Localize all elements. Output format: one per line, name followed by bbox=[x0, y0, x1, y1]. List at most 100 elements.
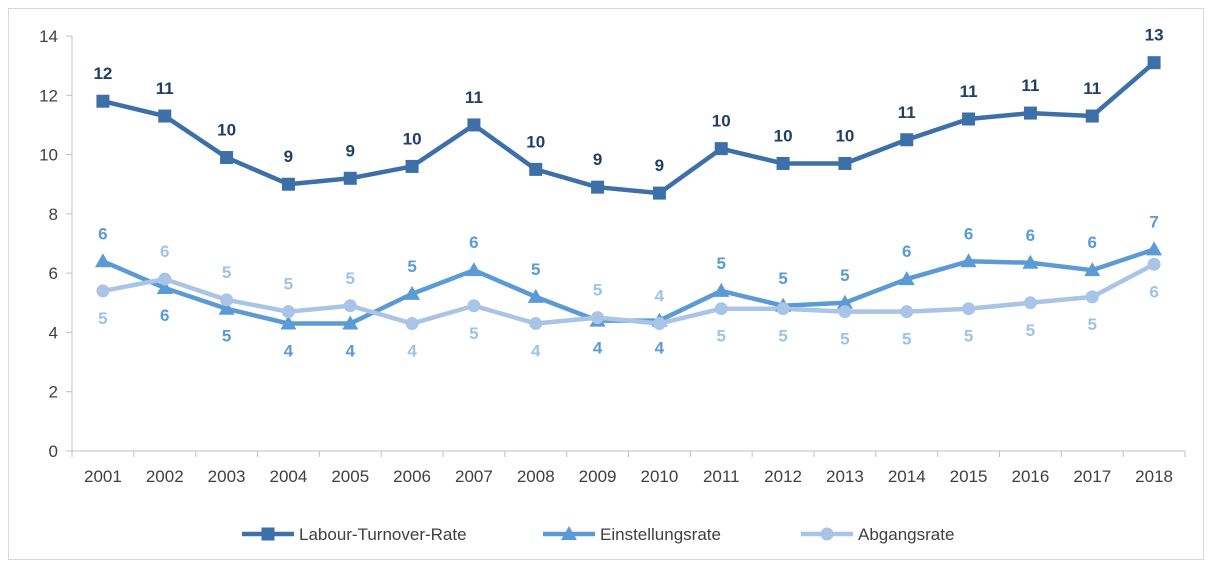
chart-legend: Labour-Turnover-Rate Einstellungsrate Abga… bbox=[242, 525, 954, 544]
x-tick-label: 2018 bbox=[1135, 467, 1173, 486]
data-label-abgangsrate: 5 bbox=[840, 330, 849, 349]
data-label-abgangsrate: 5 bbox=[284, 275, 293, 294]
data-label-einstellungsrate: 4 bbox=[346, 342, 356, 361]
data-label-labour-turnover-rate: 10 bbox=[526, 132, 545, 151]
data-label-abgangsrate: 4 bbox=[531, 342, 541, 361]
point-einstellungsrate bbox=[713, 282, 730, 297]
data-label-einstellungsrate: 5 bbox=[222, 327, 231, 346]
point-labour-turnover-rate bbox=[1085, 109, 1099, 123]
data-label-einstellungsrate: 4 bbox=[655, 339, 665, 358]
point-labour-turnover-rate bbox=[838, 156, 852, 170]
x-tick-label: 2013 bbox=[826, 467, 864, 486]
data-label-abgangsrate: 5 bbox=[902, 330, 911, 349]
data-label-abgangsrate: 6 bbox=[160, 242, 169, 261]
y-tick-label: 6 bbox=[49, 264, 58, 283]
x-tick-label: 2015 bbox=[950, 467, 988, 486]
point-abgangsrate bbox=[591, 311, 605, 325]
x-tick-label: 2007 bbox=[455, 467, 493, 486]
point-abgangsrate bbox=[529, 317, 543, 331]
x-tick-label: 2009 bbox=[579, 467, 617, 486]
point-einstellungsrate bbox=[280, 315, 297, 330]
data-labels: 12 11 10 9 9 10 11 10 9 9 10 10 10 11 11 11 11 13 6 6 5 4 4 5 6 5… bbox=[93, 26, 1163, 361]
point-labour-turnover-rate bbox=[591, 180, 605, 194]
series-line-einstellungsrate bbox=[100, 247, 1157, 326]
chart-axes: 0 2 4 6 8 10 12 14 2001 2002 2003 2004 2005 2006 2007 2… bbox=[39, 27, 1186, 486]
data-label-abgangsrate: 5 bbox=[593, 281, 602, 300]
y-tick-label: 12 bbox=[39, 86, 58, 105]
data-label-abgangsrate: 5 bbox=[1088, 315, 1097, 334]
data-label-abgangsrate: 5 bbox=[1026, 321, 1035, 340]
data-label-abgangsrate: 5 bbox=[222, 263, 231, 282]
point-labour-turnover-rate bbox=[281, 177, 295, 191]
x-tick-label: 2017 bbox=[1073, 467, 1111, 486]
point-abgangsrate bbox=[1023, 296, 1037, 310]
point-abgangsrate bbox=[220, 293, 234, 307]
data-label-abgangsrate: 6 bbox=[1149, 282, 1158, 301]
point-abgangsrate bbox=[467, 299, 481, 313]
point-labour-turnover-rate bbox=[405, 159, 419, 173]
data-label-labour-turnover-rate: 11 bbox=[465, 88, 483, 107]
data-label-labour-turnover-rate: 10 bbox=[774, 126, 793, 145]
point-einstellungsrate bbox=[898, 271, 915, 286]
y-tick-label: 4 bbox=[49, 323, 58, 342]
data-label-einstellungsrate: 6 bbox=[98, 224, 107, 243]
legend-marker-abgangsrate bbox=[820, 527, 834, 541]
data-label-abgangsrate: 5 bbox=[717, 327, 726, 346]
y-tick-label: 14 bbox=[39, 27, 58, 46]
y-tick-label: 2 bbox=[49, 383, 58, 402]
x-tick-label: 2014 bbox=[888, 467, 926, 486]
x-tick-label: 2001 bbox=[84, 467, 122, 486]
legend-label-abgangsrate: Abgangsrate bbox=[858, 525, 954, 544]
point-labour-turnover-rate bbox=[467, 118, 481, 132]
series-line-abgangsrate bbox=[100, 262, 1157, 326]
point-labour-turnover-rate bbox=[1023, 106, 1037, 120]
point-einstellungsrate bbox=[1022, 254, 1039, 269]
y-tick-label: 10 bbox=[39, 146, 58, 165]
point-einstellungsrate bbox=[1084, 262, 1101, 277]
data-label-abgangsrate: 5 bbox=[964, 327, 973, 346]
point-einstellungsrate bbox=[836, 294, 853, 309]
point-abgangsrate bbox=[405, 317, 419, 331]
data-label-labour-turnover-rate: 11 bbox=[960, 82, 978, 101]
data-label-labour-turnover-rate: 10 bbox=[835, 126, 854, 145]
point-labour-turnover-rate bbox=[158, 109, 172, 123]
data-label-einstellungsrate: 5 bbox=[407, 257, 416, 276]
data-label-labour-turnover-rate: 13 bbox=[1145, 26, 1164, 45]
data-label-einstellungsrate: 4 bbox=[593, 339, 603, 358]
x-tick-label: 2008 bbox=[517, 467, 555, 486]
point-einstellungsrate bbox=[404, 285, 421, 300]
point-abgangsrate bbox=[962, 302, 976, 316]
point-abgangsrate bbox=[714, 302, 728, 316]
data-label-labour-turnover-rate: 11 bbox=[898, 103, 916, 122]
data-label-labour-turnover-rate: 9 bbox=[284, 147, 293, 166]
point-labour-turnover-rate bbox=[962, 112, 976, 126]
point-labour-turnover-rate bbox=[776, 156, 790, 170]
point-labour-turnover-rate bbox=[529, 162, 543, 176]
point-einstellungsrate bbox=[218, 300, 235, 315]
x-tick-label: 2005 bbox=[331, 467, 369, 486]
data-label-einstellungsrate: 6 bbox=[964, 224, 973, 243]
data-label-einstellungsrate: 5 bbox=[778, 269, 787, 288]
data-label-labour-turnover-rate: 9 bbox=[655, 156, 664, 175]
legend-marker-labour-turnover-rate bbox=[261, 527, 275, 541]
x-tick-label: 2016 bbox=[1012, 467, 1050, 486]
point-abgangsrate bbox=[96, 284, 110, 298]
data-label-abgangsrate: 4 bbox=[655, 287, 665, 306]
data-label-abgangsrate: 4 bbox=[407, 342, 417, 361]
point-abgangsrate bbox=[1085, 290, 1099, 304]
x-tick-label: 2002 bbox=[146, 467, 184, 486]
data-label-labour-turnover-rate: 12 bbox=[93, 64, 112, 83]
data-label-abgangsrate: 5 bbox=[778, 327, 787, 346]
y-tick-label: 0 bbox=[49, 442, 58, 461]
x-tick-label: 2006 bbox=[393, 467, 431, 486]
data-label-einstellungsrate: 6 bbox=[902, 242, 911, 261]
x-tick-label: 2004 bbox=[270, 467, 308, 486]
point-abgangsrate bbox=[838, 305, 852, 319]
series-markers bbox=[94, 56, 1163, 331]
point-labour-turnover-rate bbox=[220, 151, 234, 165]
data-label-einstellungsrate: 6 bbox=[469, 233, 478, 252]
point-labour-turnover-rate bbox=[1147, 56, 1161, 70]
series-lines bbox=[100, 60, 1157, 326]
data-label-einstellungsrate: 5 bbox=[717, 254, 726, 273]
data-label-einstellungsrate: 6 bbox=[1088, 233, 1097, 252]
